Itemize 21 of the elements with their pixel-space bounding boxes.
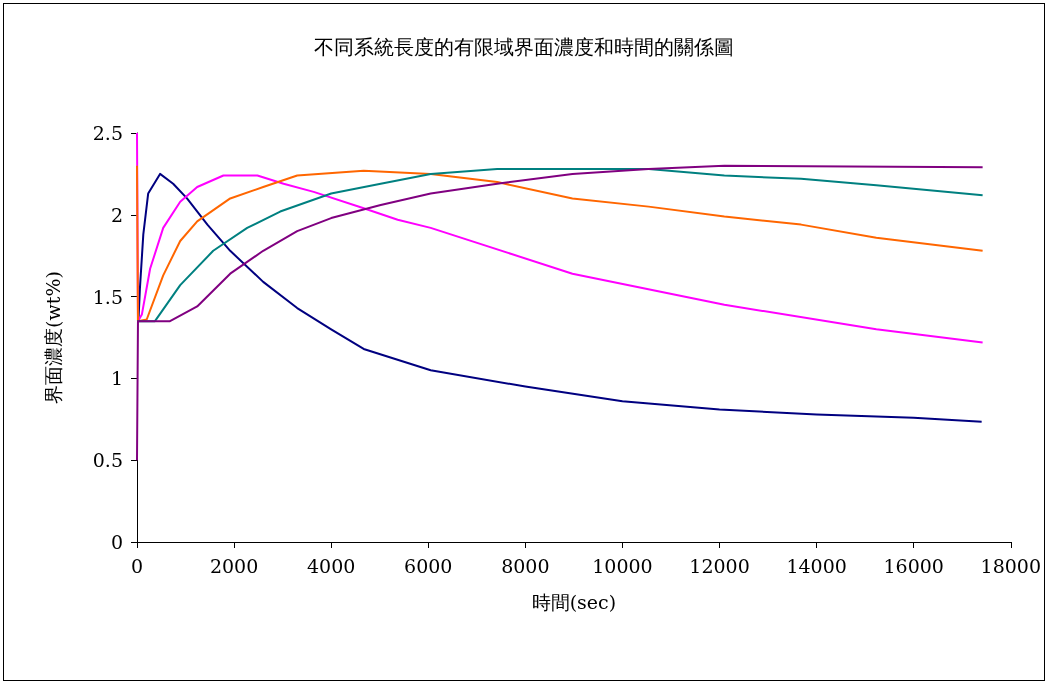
y-tick-label: 0	[110, 531, 123, 553]
x-tick-label: 18000	[980, 554, 1042, 577]
x-tick-label: 6000	[404, 554, 453, 577]
x-tick-label: 8000	[501, 554, 550, 577]
x-tick-label: 2000	[209, 554, 259, 577]
x-tick-label: 16000	[883, 554, 944, 577]
x-tick-label: 14000	[786, 554, 847, 577]
x-tick-label: 4000	[306, 554, 356, 577]
y-tick-label: 0.5	[92, 449, 123, 472]
x-tick-label: 10000	[592, 554, 653, 577]
y-tick-label: 1	[110, 367, 123, 390]
x-tick-label: 12000	[689, 554, 750, 577]
x-axis-title: 時間(sec)	[531, 590, 617, 613]
x-tick-label: 0	[130, 554, 144, 577]
line-series	[136, 164, 984, 462]
y-tick-label: 2	[110, 203, 123, 226]
y-axis-title: 界面濃度(wt%)	[41, 271, 64, 404]
chart-title: 不同系統長度的有限域界面濃度和時間的關係圖	[314, 35, 734, 59]
line-series	[136, 172, 983, 423]
y-tick-label: 2.5	[92, 122, 123, 144]
y-tick-label: 1.5	[92, 285, 123, 308]
